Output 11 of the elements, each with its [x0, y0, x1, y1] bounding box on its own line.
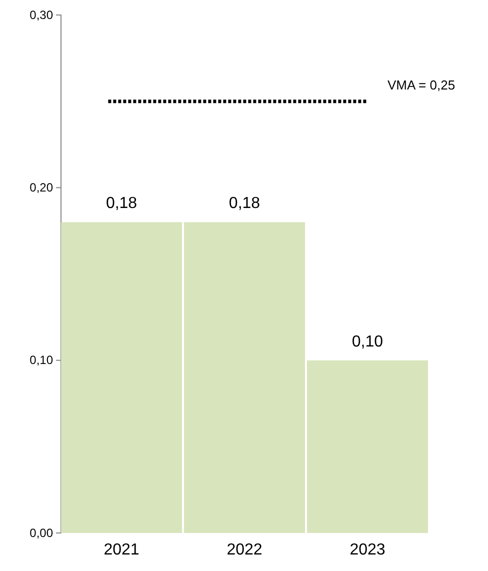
ref-line-label: VMA = 0,25: [387, 77, 456, 92]
y-tick-label: 0,00: [30, 526, 54, 540]
data-label: 0,18: [228, 195, 260, 212]
data-label: 0,10: [352, 333, 384, 350]
x-tick-label: 2023: [350, 541, 386, 558]
y-tick-label: 0,10: [30, 353, 54, 368]
x-tick-label: 2021: [104, 541, 140, 558]
y-tick-label: 0,30: [30, 8, 54, 22]
x-tick-label: 2022: [226, 541, 262, 558]
y-tick-label: 0,20: [30, 180, 54, 195]
data-label: 0,18: [106, 195, 138, 212]
